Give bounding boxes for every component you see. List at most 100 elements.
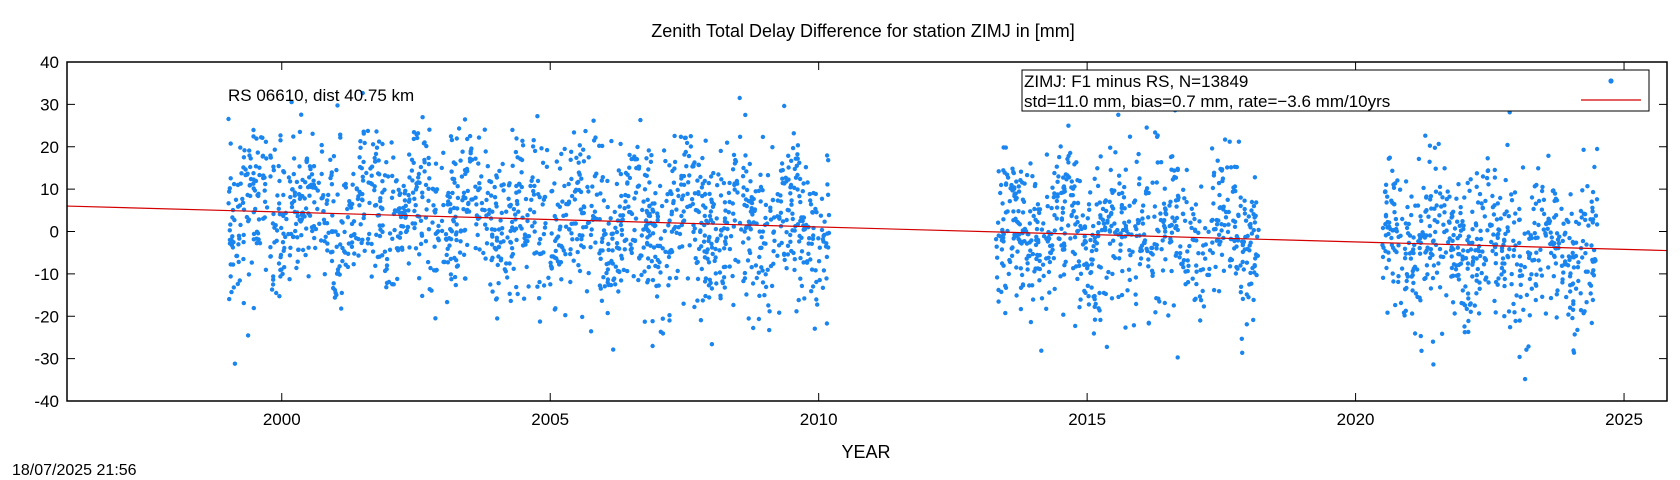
data-point [660, 316, 665, 321]
data-point [707, 213, 713, 219]
data-point [1429, 206, 1434, 211]
data-point [1498, 216, 1504, 221]
data-point [672, 166, 677, 171]
data-point [672, 133, 677, 139]
data-point [448, 256, 453, 262]
data-point [423, 239, 429, 244]
data-point [1025, 267, 1030, 272]
data-point [1517, 318, 1522, 323]
data-point [1424, 195, 1429, 200]
data-point [1427, 159, 1432, 164]
data-point [1094, 247, 1099, 253]
data-point [448, 272, 454, 277]
data-point [261, 173, 266, 178]
data-point [1412, 331, 1418, 336]
trend-line [66, 205, 1668, 252]
data-point [420, 115, 425, 120]
data-point [563, 224, 569, 229]
data-point [692, 237, 698, 242]
data-point [403, 229, 409, 235]
data-point [1528, 233, 1534, 238]
data-point [274, 290, 279, 296]
data-point [436, 223, 441, 229]
data-point [718, 193, 724, 198]
data-point [648, 159, 654, 164]
data-point [648, 243, 653, 248]
data-point [1170, 154, 1175, 159]
data-point [712, 258, 717, 264]
data-point [315, 206, 320, 212]
data-point [448, 134, 454, 139]
data-point [746, 219, 752, 224]
data-point [406, 208, 411, 213]
data-point [304, 226, 309, 231]
data-point [1465, 266, 1470, 271]
data-point [324, 221, 330, 226]
data-point [1155, 160, 1160, 165]
data-point [1092, 176, 1097, 181]
data-point [741, 165, 746, 171]
data-point [1430, 239, 1436, 244]
data-point [339, 306, 344, 311]
data-point [413, 246, 419, 251]
data-point [1173, 175, 1179, 180]
data-point [532, 229, 537, 234]
data-point [1437, 184, 1443, 190]
data-point [714, 216, 719, 221]
data-point [580, 314, 585, 320]
data-point [1117, 256, 1122, 261]
data-point [1169, 230, 1175, 235]
data-point [1233, 271, 1239, 276]
data-point [1568, 271, 1573, 276]
data-point [452, 180, 457, 185]
data-point [632, 227, 637, 233]
data-point [291, 171, 296, 177]
data-point [1062, 263, 1067, 268]
data-point [611, 347, 616, 352]
data-point [328, 175, 333, 181]
data-point [699, 185, 705, 190]
data-point [722, 200, 728, 205]
data-point [798, 255, 803, 261]
data-point [1503, 231, 1508, 237]
data-point [784, 266, 789, 271]
data-point [1398, 300, 1404, 306]
data-point [1174, 204, 1179, 209]
data-point [1028, 161, 1033, 166]
data-point [825, 192, 831, 197]
data-point [811, 233, 816, 238]
x-axis-label: YEAR [841, 442, 890, 460]
data-point [1384, 200, 1389, 205]
data-point [1543, 311, 1549, 316]
data-point [291, 198, 297, 204]
data-point [427, 176, 432, 181]
data-point [1463, 284, 1468, 289]
data-point [374, 129, 379, 134]
data-point [384, 256, 390, 262]
data-point [276, 163, 281, 169]
data-point [1095, 166, 1100, 171]
data-point [481, 250, 486, 256]
data-point [1590, 209, 1595, 214]
data-point [373, 263, 378, 268]
data-point [1033, 217, 1038, 222]
data-point [1075, 200, 1081, 206]
data-point [588, 232, 594, 238]
data-point [525, 213, 530, 218]
data-point [1089, 262, 1095, 267]
data-point [1200, 288, 1205, 294]
data-point [1047, 259, 1053, 265]
data-point [1572, 332, 1577, 337]
data-point [1027, 253, 1032, 259]
data-point [1507, 325, 1513, 330]
data-point [562, 183, 567, 189]
data-point [1197, 219, 1202, 224]
data-point [294, 265, 299, 271]
data-point [426, 186, 431, 191]
data-point [1427, 255, 1433, 261]
data-point [1217, 192, 1222, 198]
data-point [465, 242, 470, 248]
data-point [1035, 202, 1041, 207]
data-point [1570, 250, 1575, 256]
x-tick-label: 2010 [800, 410, 838, 429]
